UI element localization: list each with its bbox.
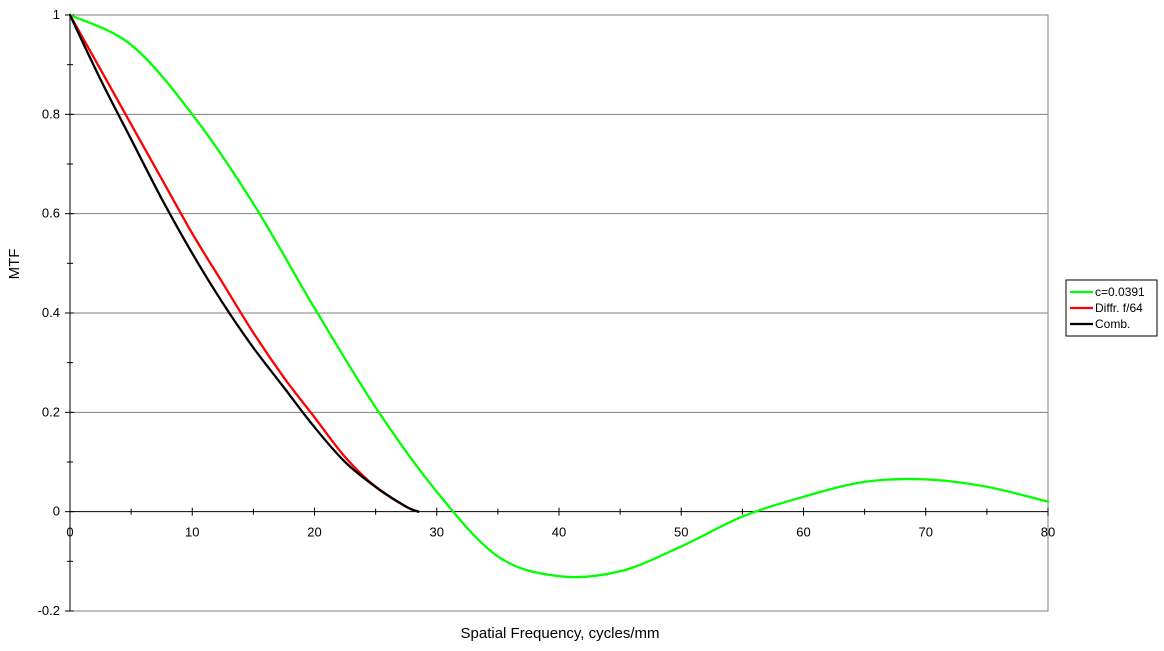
grid-lines — [70, 14, 1048, 413]
x-tick-label: 30 — [430, 525, 444, 540]
x-tick-label: 10 — [185, 525, 199, 540]
legend: c=0.0391 Diffr. f/64 Comb. — [1065, 279, 1158, 337]
x-axis-title: Spatial Frequency, cycles/mm — [461, 625, 660, 642]
series-line-1 — [68, 13, 1050, 579]
legend-label: Comb. — [1095, 317, 1130, 331]
y-tick-label: 0.8 — [42, 106, 60, 121]
y-tick-label: 0.4 — [42, 305, 60, 320]
legend-box — [1065, 279, 1158, 337]
x-tick-label: 80 — [1041, 525, 1055, 540]
x-tick-label: 60 — [796, 525, 810, 540]
legend-label: c=0.0391 — [1095, 285, 1145, 299]
x-tick-label: 40 — [552, 525, 566, 540]
y-tick-label: 0 — [53, 504, 60, 519]
y-tick-label: 1 — [53, 7, 60, 22]
y-tick-label: 0.2 — [42, 404, 60, 419]
legend-label: Diffr. f/64 — [1095, 301, 1143, 315]
x-tick-label: 50 — [674, 525, 688, 540]
series-line-3 — [68, 13, 420, 513]
x-tick-label: 70 — [919, 525, 933, 540]
series-lines — [68, 13, 1050, 579]
y-tick-label: 0.6 — [42, 206, 60, 221]
x-tick-label: 20 — [307, 525, 321, 540]
y-tick-label: -0.2 — [38, 603, 60, 618]
axes — [65, 14, 1049, 612]
y-axis-title: MTF — [6, 249, 23, 280]
tick-labels: 0 10 20 30 40 50 60 70 80 -0.2 0 0.2 0.4 0.6 0.8 1 — [38, 7, 1056, 618]
x-tick-label: 0 — [66, 525, 73, 540]
